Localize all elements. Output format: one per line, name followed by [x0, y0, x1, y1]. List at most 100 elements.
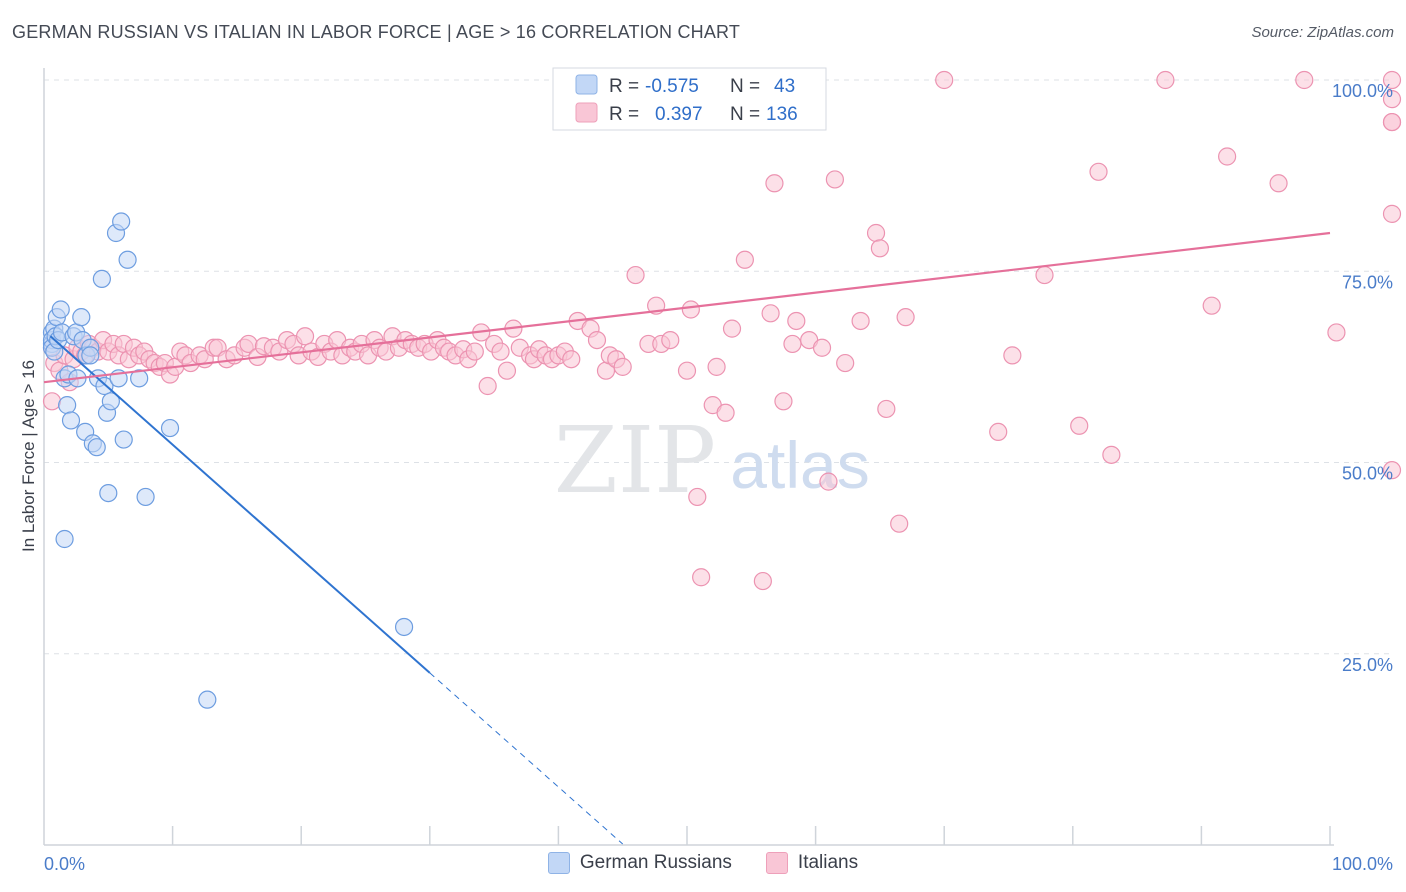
- x-tick-label-max: 100.0%: [1332, 854, 1393, 874]
- y-tick-label-1: 50.0%: [1342, 464, 1393, 484]
- legend-box: [552, 67, 827, 131]
- legend-item-german-russians[interactable]: German Russians: [547, 852, 732, 874]
- legend-r-value-pink: 0.397: [655, 104, 703, 125]
- italians-point-115: [787, 311, 806, 331]
- y-tick-labels: 25.0% 50.0% 75.0% 100.0%: [1332, 81, 1393, 675]
- italians-point-113: [774, 392, 793, 411]
- italians-point-106: [707, 357, 726, 376]
- german-russians-trendline: [49, 335, 431, 674]
- italians-point-75: [478, 376, 497, 396]
- italians-point-136: [1218, 147, 1237, 166]
- italians-point-103: [688, 487, 707, 507]
- italians-point-128: [989, 422, 1008, 441]
- italians-point-141: [1382, 204, 1402, 223]
- italians-point-119: [825, 170, 844, 189]
- german-russians-point-39: [160, 418, 180, 438]
- german-russians-point-30: [99, 484, 118, 503]
- german-russians-point-35: [114, 430, 133, 449]
- italians-point-142: [1382, 461, 1402, 480]
- source-credit: Source: ZipAtlas.com: [1251, 24, 1394, 41]
- italians-point-129: [1003, 346, 1022, 365]
- axis-layer: [43, 68, 1334, 846]
- italians-point-132: [1089, 162, 1108, 181]
- italians-point-138: [1295, 70, 1314, 90]
- italians-point-121: [851, 311, 870, 331]
- legend-item-italians[interactable]: Italians: [765, 852, 858, 874]
- italians-point-112: [765, 174, 784, 193]
- italians-point-110: [753, 571, 772, 591]
- italians-point-130: [1035, 265, 1054, 285]
- german-russians-point-40: [55, 529, 74, 549]
- legend-n-value-blue: 43: [774, 76, 795, 97]
- italians-point-122: [866, 223, 886, 243]
- italians-point-145: [1382, 90, 1402, 109]
- legend-swatch-pink: [575, 102, 598, 123]
- german-russians-trendline-extension: [429, 672, 624, 845]
- italians-point-144: [1382, 70, 1402, 90]
- italians-point-133: [1102, 445, 1121, 464]
- x-tick-label-min: 0.0%: [44, 854, 85, 874]
- chart-title: GERMAN RUSSIAN VS ITALIAN IN LABOR FORCE…: [12, 22, 741, 42]
- german-russians-point-41: [198, 690, 217, 709]
- italians-point-109: [735, 250, 754, 269]
- italians-point-107: [716, 403, 735, 422]
- legend-n-label-blue: N =: [730, 76, 760, 97]
- german-russians-point-27: [92, 269, 111, 288]
- y-tick-label-0: 25.0%: [1342, 655, 1393, 675]
- legend-r-label-blue: R =: [609, 76, 639, 97]
- italians-point-127: [935, 70, 954, 90]
- series-legend: German Russians Italians: [0, 852, 1406, 874]
- italians-point-91: [587, 331, 607, 350]
- y-axis-label: In Labor Force | Age > 16: [19, 360, 38, 552]
- legend-label-german-russians: German Russians: [579, 852, 732, 873]
- italians-points: [42, 70, 1402, 591]
- german-russians-point-12: [58, 396, 77, 415]
- italians-point-0: [42, 392, 62, 411]
- italians-point-88: [562, 350, 581, 369]
- german-russians-point-37: [130, 369, 149, 388]
- italians-point-120: [836, 353, 855, 373]
- legend-swatch-german-russians: [547, 852, 570, 874]
- german-russians-point-38: [136, 487, 155, 507]
- german-russians-point-14: [61, 411, 81, 430]
- italians-point-143: [1382, 112, 1402, 132]
- italians-point-100: [661, 331, 680, 350]
- italians-point-124: [877, 399, 896, 419]
- italians-point-118: [819, 472, 838, 491]
- italians-point-101: [677, 361, 697, 380]
- german-russians-point-25: [87, 438, 106, 457]
- german-russians-point-23: [81, 346, 100, 365]
- italians-point-95: [613, 357, 632, 376]
- italians-point-114: [783, 334, 802, 354]
- german-russians-point-42: [394, 617, 414, 637]
- italians-point-78: [497, 361, 517, 380]
- trend-layer: [43, 231, 1331, 845]
- italians-point-131: [1070, 416, 1089, 435]
- italians-point-126: [896, 308, 915, 327]
- italians-point-96: [626, 265, 645, 285]
- italians-point-125: [890, 514, 909, 533]
- legend-swatch-blue: [575, 74, 598, 95]
- german-russians-point-36: [118, 250, 137, 269]
- italians-point-139: [1327, 323, 1346, 342]
- legend-n-label-pink: N =: [730, 104, 760, 125]
- italians-point-135: [1202, 296, 1221, 315]
- italians-point-73: [465, 342, 484, 361]
- italians-point-123: [870, 239, 890, 258]
- italians-point-108: [722, 319, 742, 338]
- italians-point-111: [761, 304, 780, 323]
- german-russians-point-9: [51, 300, 70, 319]
- italians-point-102: [681, 300, 700, 319]
- y-tick-label-3: 100.0%: [1332, 81, 1393, 101]
- legend-r-value-blue: -0.575: [645, 76, 699, 97]
- legend-n-value-pink: 136: [766, 104, 798, 125]
- italians-point-77: [491, 342, 510, 361]
- y-tick-label-2: 75.0%: [1342, 272, 1393, 292]
- italians-trendline: [43, 231, 1331, 384]
- german-russians-point-31: [101, 392, 120, 411]
- italians-point-104: [692, 568, 711, 587]
- watermark: ZIP atlas: [554, 407, 870, 514]
- legend-r-label-pink: R =: [609, 104, 639, 125]
- correlation-legend: R = -0.575 N = 43 R = 0.397 N = 136: [552, 67, 827, 131]
